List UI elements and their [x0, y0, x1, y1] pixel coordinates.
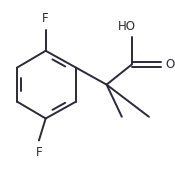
Text: O: O	[165, 58, 174, 71]
Text: F: F	[36, 146, 42, 159]
Text: F: F	[42, 12, 49, 25]
Text: HO: HO	[118, 20, 136, 33]
